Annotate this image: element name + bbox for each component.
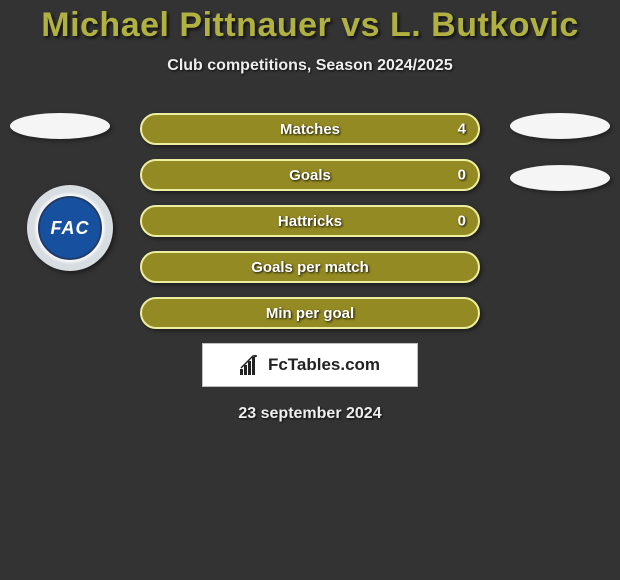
stat-row: Goals 0 (140, 159, 480, 191)
stat-row: Hattricks 0 (140, 205, 480, 237)
season-subtitle: Club competitions, Season 2024/2025 (0, 57, 620, 75)
stat-label: Goals per match (251, 259, 369, 276)
stat-label: Matches (280, 121, 340, 138)
snapshot-date: 23 september 2024 (0, 405, 620, 423)
club-badge-inner: FAC (38, 196, 102, 260)
brand-label: FcTables.com (268, 355, 380, 375)
bar-chart-icon (240, 355, 262, 375)
player-right-placeholder-2 (510, 165, 610, 191)
stat-value: 4 (458, 121, 466, 138)
stat-value: 0 (458, 213, 466, 230)
stat-label: Goals (289, 167, 331, 184)
comparison-content: FAC Matches 4 Goals 0 Hattricks 0 Goals … (0, 113, 620, 423)
stat-row: Min per goal (140, 297, 480, 329)
comparison-title: Michael Pittnauer vs L. Butkovic (0, 0, 620, 45)
stat-pill-list: Matches 4 Goals 0 Hattricks 0 Goals per … (140, 113, 480, 329)
stat-value: 0 (458, 167, 466, 184)
stat-label: Hattricks (278, 213, 342, 230)
player-right-placeholder-1 (510, 113, 610, 139)
stat-row: Matches 4 (140, 113, 480, 145)
player-left-placeholder (10, 113, 110, 139)
club-badge-abbr: FAC (51, 218, 90, 239)
club-badge: FAC (27, 185, 113, 271)
stat-row: Goals per match (140, 251, 480, 283)
brand-box[interactable]: FcTables.com (202, 343, 418, 387)
stat-label: Min per goal (266, 305, 354, 322)
